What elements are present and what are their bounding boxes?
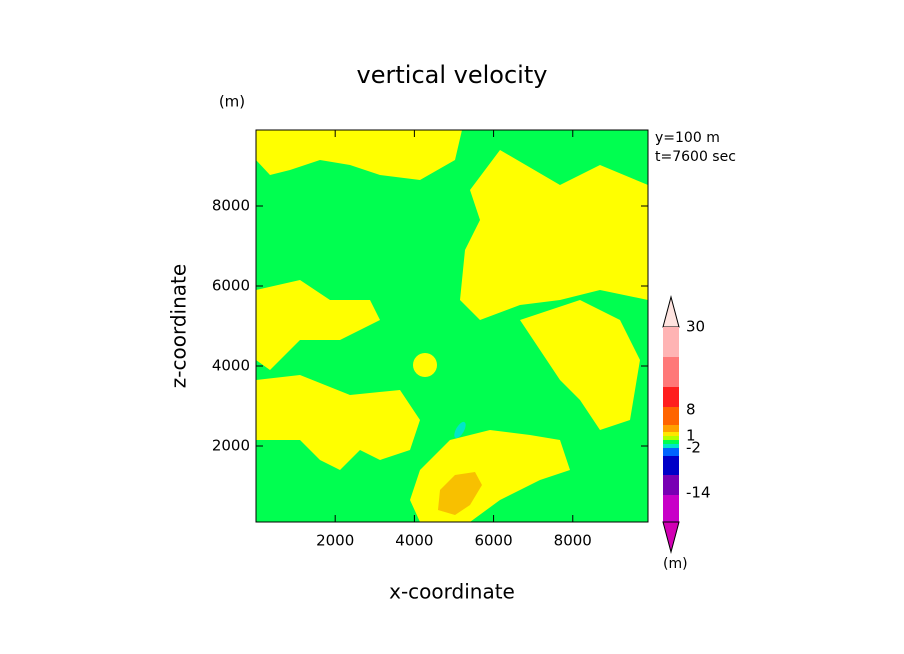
annotation: y=100 m (655, 130, 720, 146)
colorbar-segment (663, 448, 679, 456)
y-axis-label: z-coordinate (167, 264, 191, 388)
x-tick-label: 4000 (395, 532, 433, 550)
y-tick-label: 6000 (212, 277, 250, 295)
colorbar-label: 8 (686, 401, 696, 419)
colorbar-segment (663, 495, 679, 522)
colorbar-label: -2 (686, 439, 701, 457)
colorbar-segment (663, 357, 679, 387)
colorbar-label: 30 (686, 318, 705, 336)
colorbar-segment (663, 456, 679, 475)
colorbar-segment (662, 521, 680, 554)
colorbar-label: 1 (686, 427, 696, 445)
colorbar-segment (663, 440, 679, 444)
y-unit: (m) (219, 93, 245, 111)
annotation: t=7600 sec (655, 149, 736, 165)
colorbar-segment (663, 436, 679, 440)
x-tick-label: 8000 (554, 532, 592, 550)
colorbar-segment (663, 407, 679, 425)
colorbar-segment (662, 295, 680, 328)
colorbar-segment (663, 432, 679, 436)
plot-frame (255, 129, 649, 523)
y-tick-label: 8000 (212, 197, 250, 215)
x-axis-label: x-coordinate (389, 580, 515, 604)
y-tick-label: 2000 (212, 437, 250, 455)
y-tick-label: 4000 (212, 357, 250, 375)
colorbar-label: -14 (686, 484, 711, 502)
colorbar-unit: (m) (663, 556, 688, 572)
x-tick-label: 2000 (316, 532, 354, 550)
colorbar-segment (663, 327, 679, 357)
chart-title: vertical velocity (357, 61, 548, 89)
x-tick-label: 6000 (474, 532, 512, 550)
contour-field (256, 130, 648, 522)
colorbar-segment (663, 425, 679, 432)
colorbar-segment (663, 387, 679, 407)
colorbar-segment (663, 444, 679, 448)
colorbar-segment (663, 475, 679, 495)
